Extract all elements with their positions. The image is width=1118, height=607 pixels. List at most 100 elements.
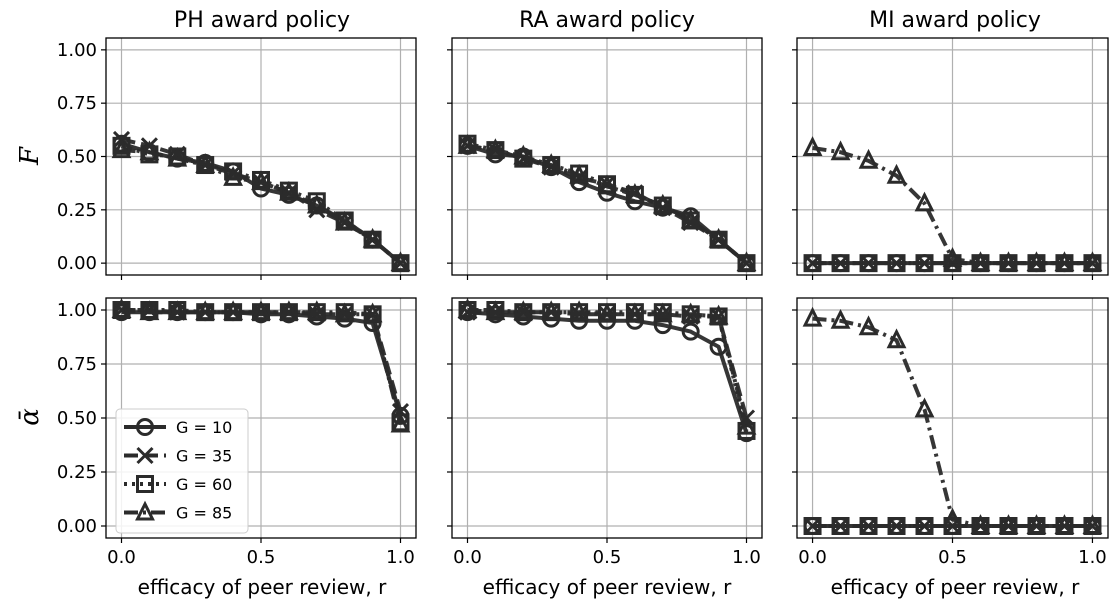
data-point — [541, 300, 562, 321]
data-point — [970, 514, 991, 534]
panel-3 — [792, 37, 1109, 280]
data-point — [887, 254, 906, 273]
data-point — [597, 302, 617, 323]
data-point — [224, 162, 243, 181]
y-tick-label: 0.75 — [57, 354, 97, 375]
panel-title-ra: RA award policy — [519, 8, 695, 33]
data-point — [803, 254, 822, 273]
data-point — [653, 316, 672, 335]
data-point — [803, 517, 822, 535]
data-point — [802, 306, 823, 327]
data-point — [915, 517, 934, 535]
panel-2 — [447, 37, 763, 280]
data-point — [485, 138, 506, 159]
x-axis-label-mi: efficacy of peer review, r — [831, 575, 1080, 599]
data-point — [652, 302, 673, 323]
legend-label: G = 10 — [176, 418, 232, 437]
data-point — [391, 402, 410, 421]
x-tick-label: 0.0 — [798, 547, 827, 568]
series-line-g60 — [467, 308, 749, 432]
data-point — [139, 300, 160, 321]
panel-frame — [105, 37, 417, 276]
panel-frame — [451, 297, 763, 539]
data-point — [859, 254, 878, 272]
data-point — [887, 254, 906, 272]
data-point — [736, 414, 757, 435]
data-point — [624, 183, 645, 203]
data-point — [167, 300, 188, 321]
data-point — [998, 514, 1019, 534]
x-tick-label: 0.0 — [107, 547, 136, 568]
data-point — [708, 227, 729, 248]
data-point — [652, 193, 673, 214]
data-point — [830, 140, 851, 161]
data-point — [830, 308, 851, 329]
data-point — [457, 133, 478, 154]
data-point — [541, 153, 562, 174]
y-tick-label: 1.00 — [57, 40, 97, 61]
data-point — [597, 174, 617, 195]
data-point — [1054, 514, 1075, 534]
data-point — [111, 298, 132, 318]
x-tick-label: 0.5 — [247, 547, 276, 568]
data-point — [1082, 514, 1103, 534]
data-point — [709, 337, 728, 356]
data-point — [167, 146, 188, 167]
y-tick-label: 0.50 — [57, 408, 97, 429]
data-point — [998, 251, 1019, 272]
x-tick-label: 1.0 — [732, 547, 761, 568]
legend-marker — [136, 446, 154, 465]
x-tick-label: 0.0 — [453, 547, 482, 568]
data-point — [1026, 514, 1047, 534]
panel-frame — [105, 297, 417, 539]
data-point — [278, 300, 299, 321]
panel-title-ph: PH award policy — [174, 8, 350, 33]
data-point — [513, 144, 534, 165]
data-point — [859, 517, 878, 535]
data-point — [831, 254, 850, 273]
x-tick-label: 1.0 — [386, 547, 415, 568]
data-point — [831, 517, 850, 535]
data-point — [195, 300, 216, 321]
data-point — [251, 170, 271, 191]
data-point — [831, 254, 850, 272]
y-tick-label: 0.75 — [57, 93, 97, 114]
legend-label: G = 60 — [176, 475, 232, 494]
data-point — [306, 193, 327, 214]
data-point — [859, 254, 878, 273]
data-point — [1082, 251, 1103, 272]
data-point — [334, 210, 355, 231]
y-tick-label: 0.25 — [57, 462, 97, 483]
data-point — [942, 507, 963, 528]
data-point — [681, 322, 700, 341]
data-point — [886, 328, 907, 349]
legend-box — [115, 408, 249, 534]
panel-6: 0.0 0.5 1.0 — [792, 297, 1109, 568]
data-point — [831, 517, 850, 535]
data-point — [1026, 251, 1047, 272]
panel-frame — [796, 37, 1109, 276]
data-point — [803, 254, 822, 272]
data-point — [914, 397, 935, 418]
y-tick-label: 0.00 — [57, 253, 97, 274]
y-tick-label: 1.00 — [57, 300, 97, 321]
data-point — [195, 153, 216, 174]
data-point — [680, 208, 701, 229]
data-point — [859, 517, 878, 535]
legend: G = 10 G = 35 G = 60 G = 85 — [115, 408, 249, 534]
data-point — [858, 148, 879, 169]
data-point — [485, 300, 506, 321]
y-tick-label: 0.25 — [57, 200, 97, 221]
x-tick-label: 1.0 — [1078, 547, 1107, 568]
panel-frame — [451, 37, 763, 276]
data-point — [251, 300, 271, 321]
data-point — [802, 136, 823, 156]
data-point — [334, 302, 355, 323]
x-axis-label-ra: efficacy of peer review, r — [483, 575, 732, 599]
data-point — [942, 247, 963, 267]
data-point — [569, 300, 590, 321]
data-point — [886, 163, 907, 184]
panels: 0.00 0.25 0.50 0.75 1.00 0.0 0.5 1.0 0.00 0.25 0.5… — [57, 37, 1109, 568]
data-point — [306, 300, 327, 321]
panel-5: 0.0 0.5 1.0 — [447, 297, 763, 568]
